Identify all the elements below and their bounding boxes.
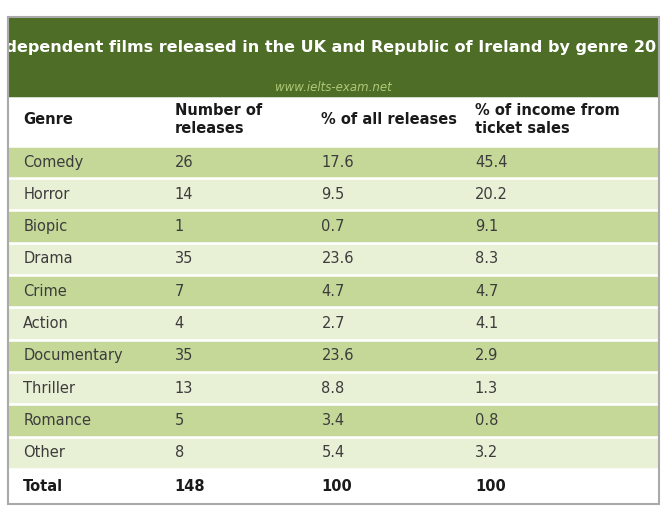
Text: 148: 148	[175, 479, 205, 494]
Bar	[8, 469, 659, 504]
Text: 100: 100	[475, 479, 506, 494]
Text: Genre: Genre	[23, 112, 73, 127]
Bar	[8, 98, 659, 146]
Bar	[8, 243, 659, 275]
Text: www.ielts-exam.net: www.ielts-exam.net	[275, 81, 392, 94]
Bar	[8, 340, 659, 372]
Text: 26: 26	[175, 155, 193, 169]
Text: 3.2: 3.2	[475, 445, 498, 460]
Text: Drama: Drama	[23, 252, 73, 266]
Bar	[8, 404, 659, 437]
Text: 1: 1	[175, 219, 184, 234]
Text: 23.6: 23.6	[321, 349, 354, 363]
Text: 8.3: 8.3	[475, 252, 498, 266]
Bar	[8, 210, 659, 243]
Text: 8.8: 8.8	[321, 381, 345, 395]
Text: 5.4: 5.4	[321, 445, 345, 460]
Text: 9.5: 9.5	[321, 187, 345, 202]
Text: 45.4: 45.4	[475, 155, 508, 169]
Text: Other: Other	[23, 445, 65, 460]
Bar	[8, 437, 659, 469]
Text: Total: Total	[23, 479, 63, 494]
Text: 14: 14	[175, 187, 193, 202]
Text: 4.1: 4.1	[475, 316, 498, 331]
Text: 35: 35	[175, 252, 193, 266]
Text: 7: 7	[175, 284, 184, 299]
Text: Horror: Horror	[23, 187, 70, 202]
Text: 4.7: 4.7	[321, 284, 345, 299]
Text: 4.7: 4.7	[475, 284, 498, 299]
Text: 1.3: 1.3	[475, 381, 498, 395]
Text: 100: 100	[321, 479, 352, 494]
Text: 0.7: 0.7	[321, 219, 345, 234]
Text: 20.2: 20.2	[475, 187, 508, 202]
Text: % of income from
ticket sales: % of income from ticket sales	[475, 103, 620, 135]
Text: Comedy: Comedy	[23, 155, 83, 169]
Text: 2.7: 2.7	[321, 316, 345, 331]
Text: Number of
releases: Number of releases	[175, 103, 262, 135]
Text: Biopic: Biopic	[23, 219, 67, 234]
Bar	[8, 307, 659, 340]
Bar	[8, 178, 659, 210]
Bar	[8, 275, 659, 307]
Text: % of all releases: % of all releases	[321, 112, 458, 127]
Text: Thriller: Thriller	[23, 381, 75, 395]
Bar	[8, 17, 659, 98]
Text: Crime: Crime	[23, 284, 67, 299]
Text: Documentary: Documentary	[23, 349, 123, 363]
Text: 5: 5	[175, 413, 184, 428]
Bar	[8, 372, 659, 404]
Text: 0.8: 0.8	[475, 413, 498, 428]
Text: Action: Action	[23, 316, 69, 331]
Text: 35: 35	[175, 349, 193, 363]
Text: 3.4: 3.4	[321, 413, 345, 428]
Text: 8: 8	[175, 445, 184, 460]
Text: Independent films released in the UK and Republic of Ireland by genre 2012: Independent films released in the UK and…	[0, 40, 667, 55]
Text: 2.9: 2.9	[475, 349, 498, 363]
Text: 23.6: 23.6	[321, 252, 354, 266]
Text: 13: 13	[175, 381, 193, 395]
Text: 4: 4	[175, 316, 184, 331]
Text: 9.1: 9.1	[475, 219, 498, 234]
Text: Romance: Romance	[23, 413, 91, 428]
Text: 17.6: 17.6	[321, 155, 354, 169]
Bar	[8, 146, 659, 178]
